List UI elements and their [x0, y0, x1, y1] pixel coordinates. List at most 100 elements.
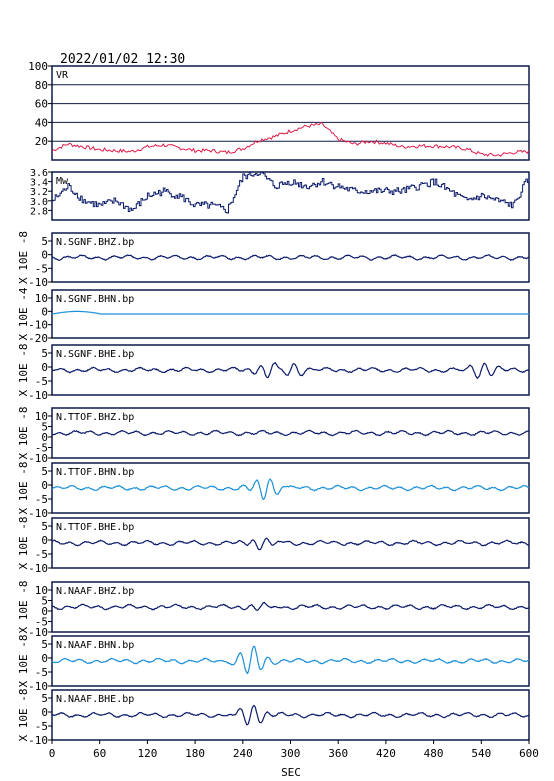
y-axis-unit: X 10E -8	[17, 517, 30, 570]
y-tick-label: -5	[35, 720, 48, 733]
y-tick-label: 3.2	[30, 187, 48, 198]
panel-label: N.SGNF.BHN.bp	[56, 294, 134, 305]
x-tick-label: 540	[471, 747, 491, 760]
y-tick-label: 2.8	[30, 206, 48, 217]
y-tick-label: 60	[35, 98, 48, 111]
y-tick-label: 0	[41, 361, 48, 374]
panel-frame	[51, 462, 530, 514]
y-axis-unit: X 10E -8	[17, 407, 30, 460]
y-axis-unit: X 10E -8	[17, 462, 30, 515]
panel-3: 100-10-20 N.SGNF.BHN.bp X 10E -4	[17, 287, 530, 345]
y-tick-label: -10	[28, 452, 48, 465]
y-tick-label: 5	[41, 692, 48, 705]
series-line	[51, 429, 530, 437]
y-axis-unit: X 10E -8	[17, 635, 30, 688]
y-tick-label: 0	[41, 431, 48, 444]
y-tick-label: 5	[41, 235, 48, 248]
panel-7: 50-5-10 N.TTOF.BHE.bp X 10E -8	[17, 517, 530, 575]
series-line	[52, 171, 530, 214]
timestamp-title: 2022/01/02 12:30	[60, 52, 185, 67]
y-tick-label: -10	[28, 626, 48, 639]
y-tick-label: 10	[35, 584, 48, 597]
y-tick-label: -5	[35, 493, 48, 506]
y-tick-label: 100	[28, 60, 48, 73]
series-line	[51, 645, 530, 675]
panel-label: VR	[56, 70, 69, 81]
y-tick-label: 0	[41, 605, 48, 618]
panel-4: 50-5-10 N.SGNF.BHE.bp X 10E -8	[17, 344, 530, 402]
y-tick-label: 5	[41, 595, 48, 608]
series-line	[51, 537, 530, 551]
series-line	[51, 122, 530, 157]
panel-label: N.TTOF.BHN.bp	[56, 467, 134, 478]
y-tick-label: 80	[35, 79, 48, 92]
x-tick-label: 480	[424, 747, 444, 760]
y-tick-label: 5	[41, 347, 48, 360]
x-tick-label: 240	[233, 747, 253, 760]
y-tick-label: -20	[28, 332, 48, 345]
panel-label: N.SGNF.BHZ.bp	[56, 237, 134, 248]
panel-1: 3.63.43.23.02.8 Mw	[30, 168, 530, 221]
x-axis-label: SEC	[281, 766, 301, 779]
y-tick-label: -10	[28, 319, 48, 332]
y-tick-label: 0	[41, 479, 48, 492]
y-tick-label: -5	[35, 666, 48, 679]
y-tick-label: 5	[41, 520, 48, 533]
y-tick-label: -5	[35, 262, 48, 275]
panels-group: 10080604020VR3.63.43.23.02.8Mw50-5-10N.S…	[17, 60, 530, 747]
series-line	[52, 362, 530, 380]
y-tick-label: -10	[28, 389, 48, 402]
y-tick-label: 5	[41, 465, 48, 478]
y-tick-label: -10	[28, 276, 48, 289]
y-tick-label: 0	[41, 249, 48, 262]
panel-10: 50-5-10 N.NAAF.BHE.bp X 10E -8	[17, 689, 530, 747]
series-line	[51, 478, 530, 501]
y-axis-unit: X 10E -8	[17, 581, 30, 634]
panel-label: N.TTOF.BHZ.bp	[56, 412, 134, 423]
y-axis-unit: X 10E -8	[17, 231, 30, 284]
panel-6: 50-5-10 N.TTOF.BHN.bp X 10E -8	[17, 462, 530, 520]
panel-label: N.TTOF.BHE.bp	[56, 522, 134, 533]
y-tick-label: -10	[28, 680, 48, 693]
x-tick-label: 120	[137, 747, 157, 760]
series-line	[51, 254, 529, 262]
x-tick-label: 180	[185, 747, 205, 760]
y-tick-label: -5	[35, 616, 48, 629]
panel-frame	[51, 581, 530, 633]
y-axis-unit: X 10E -8	[17, 689, 30, 742]
panel-label: N.NAAF.BHZ.bp	[56, 586, 134, 597]
y-tick-label: -5	[35, 442, 48, 455]
x-tick-label: 420	[376, 747, 396, 760]
y-tick-label: 5	[41, 638, 48, 651]
x-axis: 0 60 120 180 240 300 360 420 480 540 600	[49, 740, 539, 760]
y-tick-label: 10	[35, 292, 48, 305]
x-tick-label: 0	[49, 747, 56, 760]
y-tick-label: 10	[35, 410, 48, 423]
y-tick-label: -10	[28, 507, 48, 520]
panel-frame	[51, 407, 530, 459]
y-tick-label: 0	[41, 305, 48, 318]
y-tick-label: -5	[35, 548, 48, 561]
panel-label: Mw	[56, 176, 69, 187]
y-tick-label: 3.0	[30, 197, 48, 208]
y-tick-label: -10	[28, 734, 48, 747]
panel-frame	[51, 171, 530, 221]
y-tick-label: -5	[35, 375, 48, 388]
panel-2: 50-5-10 N.SGNF.BHZ.bp X 10E -8	[17, 231, 530, 289]
y-tick-label: 0	[41, 652, 48, 665]
panel-label: N.NAAF.BHE.bp	[56, 694, 134, 705]
y-tick-label: 40	[35, 116, 48, 129]
y-tick-label: 0	[41, 706, 48, 719]
series-line	[51, 310, 529, 315]
x-tick-label: 360	[328, 747, 348, 760]
panel-label: N.SGNF.BHE.bp	[56, 349, 134, 360]
y-tick-label: -10	[28, 562, 48, 575]
panel-0: 100 80 60 40 20 VR	[28, 60, 530, 161]
panel-frame	[51, 517, 530, 569]
series-line	[51, 704, 530, 726]
y-tick-label: 20	[35, 135, 48, 148]
y-tick-label: 3.6	[30, 168, 48, 179]
x-tick-label: 600	[519, 747, 539, 760]
x-tick-label: 300	[281, 747, 301, 760]
